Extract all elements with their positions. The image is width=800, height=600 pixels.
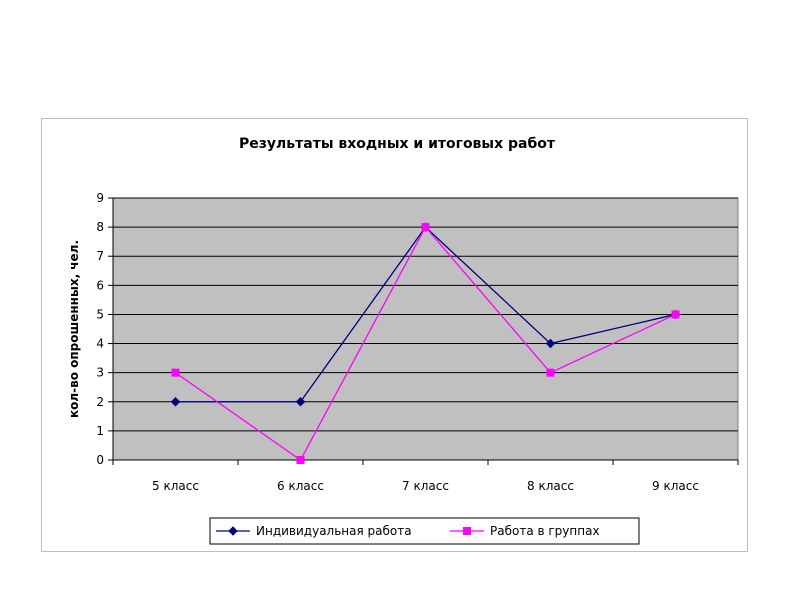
x-tick-label: 7 класс [402, 479, 449, 493]
y-axis-ticks: 0 1 2 3 4 5 6 7 8 9 [96, 191, 113, 467]
data-point [546, 368, 555, 377]
y-tick-label: 8 [96, 220, 104, 234]
data-point [295, 396, 306, 407]
y-tick-label: 4 [96, 337, 104, 351]
data-point [545, 338, 556, 349]
x-tick-label: 8 класс [527, 479, 574, 493]
x-tick-label: 5 класс [152, 479, 199, 493]
x-tick-label: 6 класс [277, 479, 324, 493]
y-tick-label: 3 [96, 366, 104, 380]
y-axis-label: кол-во опрошенных, чел. [67, 240, 81, 418]
legend-label: Работа в группах [490, 524, 600, 538]
data-point [296, 456, 305, 464]
y-tick-label: 0 [96, 453, 104, 467]
data-point [671, 310, 680, 319]
data-point [171, 368, 180, 377]
y-tick-label: 9 [96, 191, 104, 205]
x-axis-ticks: 5 класс 6 класс 7 класс 8 класс 9 класс [112, 460, 739, 493]
y-tick-label: 5 [96, 307, 104, 321]
y-tick-label: 6 [96, 278, 104, 292]
series-layer [170, 222, 681, 464]
legend-box [209, 517, 640, 545]
y-tick-label: 7 [96, 249, 104, 263]
legend-entry: Работа в группах [450, 524, 600, 538]
series-2 [171, 223, 680, 464]
plot-area [112, 197, 739, 461]
data-point [170, 396, 181, 407]
legend: Индивидуальная работа Работа в группах [216, 524, 600, 538]
y-tick-label: 1 [96, 424, 104, 438]
legend-label: Индивидуальная работа [256, 524, 412, 538]
legend-marker [463, 527, 471, 535]
data-point [421, 223, 430, 232]
legend-marker [228, 526, 238, 536]
legend-entry: Индивидуальная работа [216, 524, 412, 538]
x-tick-label: 9 класс [652, 479, 699, 493]
chart-title: Результаты входных и итоговых работ [239, 136, 556, 152]
y-tick-label: 2 [96, 395, 104, 409]
